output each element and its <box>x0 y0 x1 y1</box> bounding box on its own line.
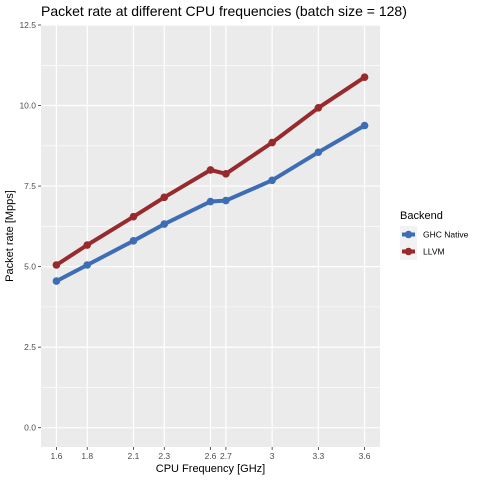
x-tick-label: 2.1 <box>128 451 140 461</box>
data-point <box>268 138 276 147</box>
data-point <box>160 193 169 202</box>
x-tick-label: 3 <box>270 451 275 461</box>
data-point <box>268 176 276 185</box>
x-tick-label: 2.3 <box>158 451 170 461</box>
data-point <box>222 196 230 205</box>
legend-label: LLVM <box>423 247 445 257</box>
chart-title: Packet rate at different CPU frequencies… <box>41 3 407 19</box>
legend-swatch-point <box>404 230 413 239</box>
data-point <box>206 197 215 206</box>
data-point <box>314 148 323 157</box>
data-point <box>129 212 138 221</box>
x-tick-label: 3.6 <box>359 451 371 461</box>
data-point <box>160 220 169 228</box>
data-point <box>129 237 138 245</box>
data-point <box>83 241 92 249</box>
data-point <box>360 121 369 130</box>
data-point <box>83 261 92 269</box>
series-layer <box>52 73 369 285</box>
y-axis-title: Packet rate [Mpps] <box>4 190 16 282</box>
legend: Backend GHC Native LLVM <box>400 210 469 260</box>
x-axis-title: CPU Frequency [GHz] <box>156 463 265 475</box>
x-tick-label: 2.7 <box>220 451 232 461</box>
x-tick-label: 1.8 <box>81 451 93 461</box>
y-tick-label: 12.5 <box>19 20 36 30</box>
data-point <box>52 277 61 285</box>
y-tick-label: 5.0 <box>24 262 36 272</box>
y-tick-label: 0.0 <box>24 423 36 433</box>
legend-swatch-point <box>404 247 413 256</box>
legend-title: Backend <box>400 210 443 222</box>
data-point <box>314 103 323 112</box>
data-point <box>222 170 230 178</box>
y-tick-label: 2.5 <box>24 342 36 352</box>
data-point <box>360 73 369 81</box>
axes: 0.0 2.5 5.0 7.5 10.0 12.5 1.6 1.8 2.1 2.3 2.6 2.7 3 3… <box>19 20 370 461</box>
x-tick-label: 3.3 <box>312 451 324 461</box>
x-tick-label: 2.6 <box>205 451 217 461</box>
y-tick-label: 7.5 <box>24 181 36 191</box>
data-point <box>52 261 61 269</box>
grid <box>41 24 380 447</box>
y-tick-label: 10.0 <box>19 101 36 111</box>
data-point <box>206 166 215 174</box>
legend-label: GHC Native <box>423 230 469 240</box>
x-tick-label: 1.6 <box>50 451 62 461</box>
